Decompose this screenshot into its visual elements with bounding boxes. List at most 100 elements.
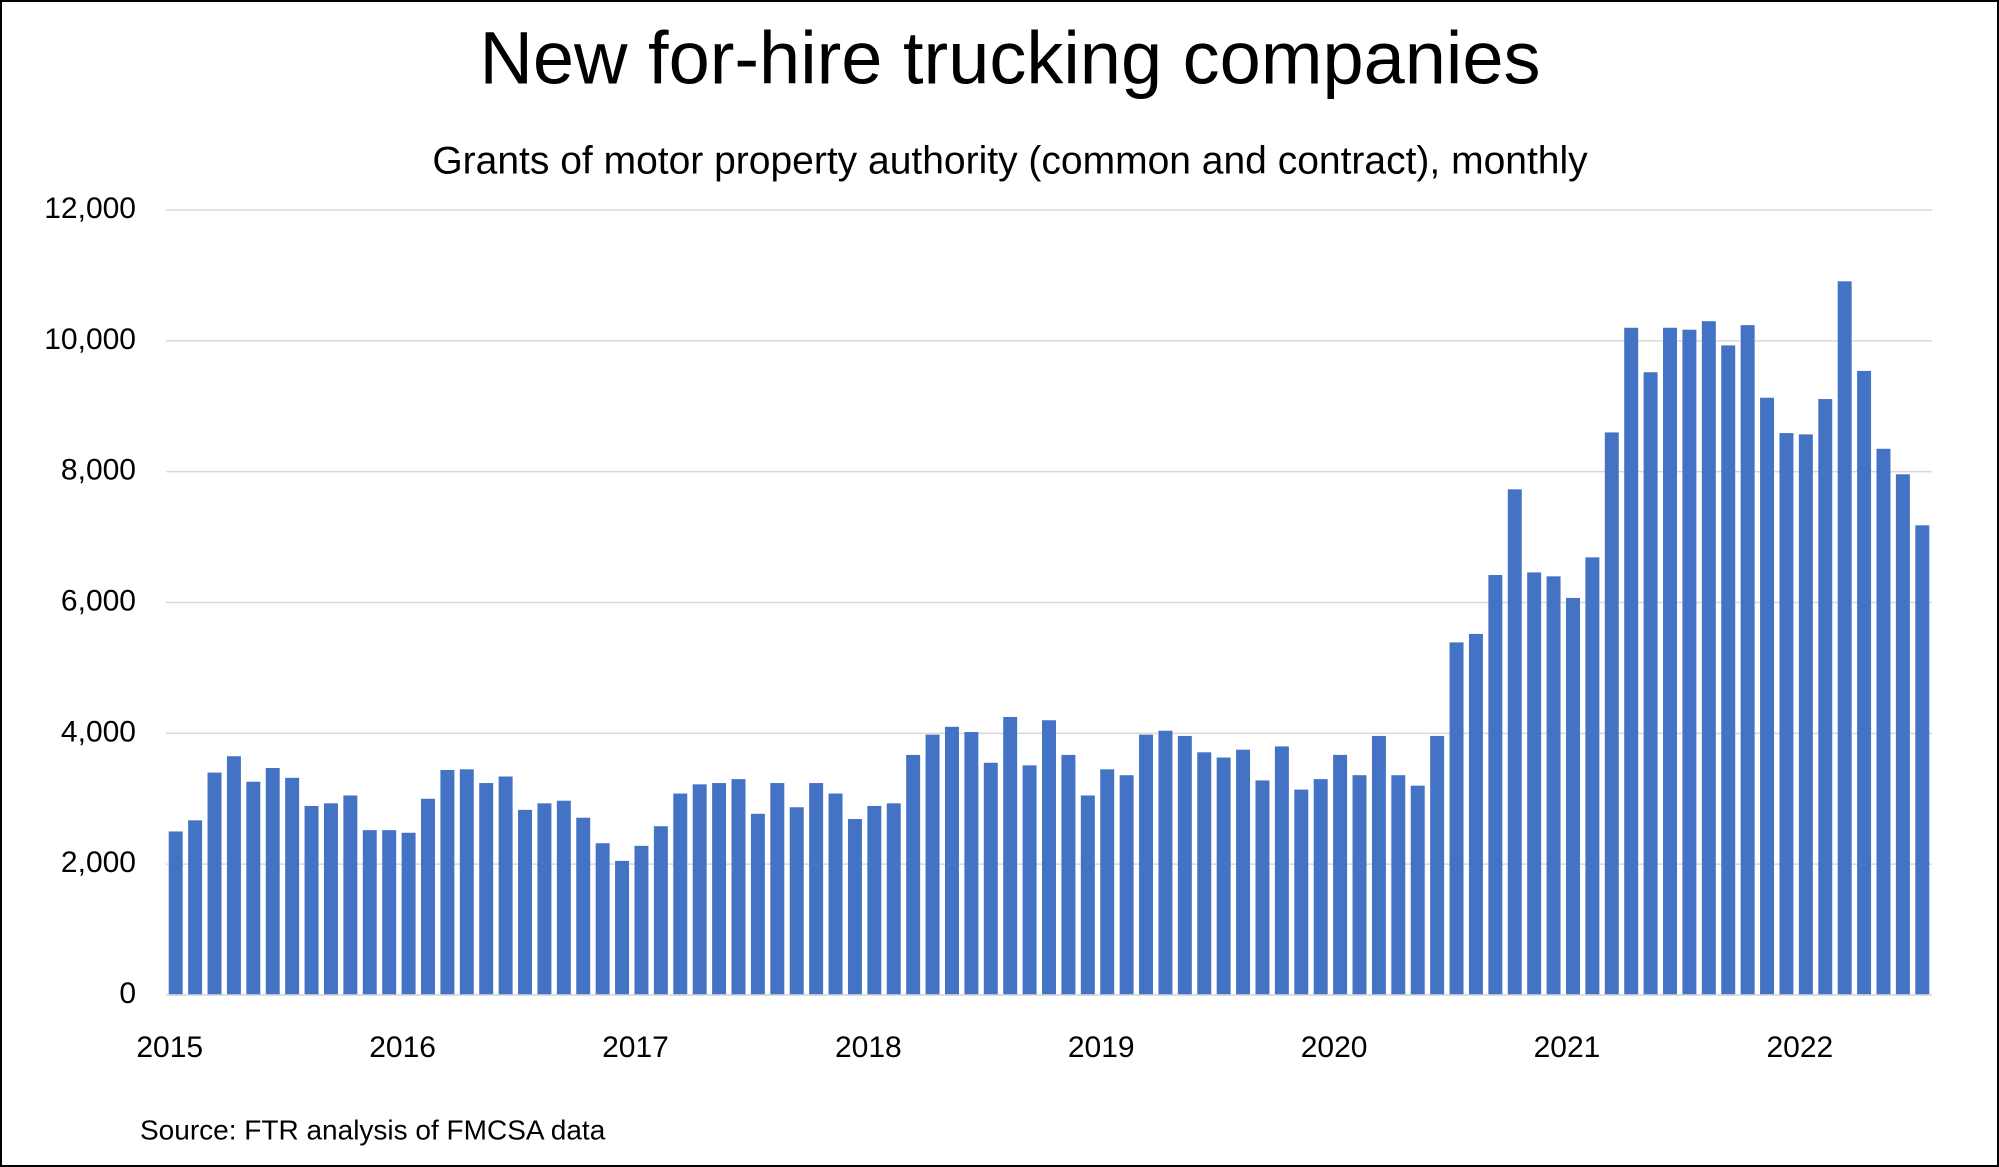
chart-subtitle: Grants of motor property authority (comm…: [432, 139, 1588, 182]
x-tick-label: 2022: [1766, 1031, 1833, 1064]
y-tick-label: 4,000: [61, 715, 136, 748]
bar: [518, 809, 533, 995]
x-tick-label: 2019: [1068, 1031, 1135, 1064]
bar: [1042, 720, 1056, 995]
bar: [1294, 789, 1309, 995]
bar: [615, 860, 630, 995]
bar: [1449, 642, 1464, 995]
bar: [906, 754, 921, 995]
bar: [382, 830, 397, 995]
bar: [1895, 474, 1910, 995]
bar: [983, 762, 998, 995]
x-tick-label: 2018: [835, 1031, 902, 1064]
bar: [750, 813, 765, 995]
bar: [867, 805, 882, 995]
bar: [576, 817, 591, 995]
bar: [964, 732, 979, 995]
bar: [1022, 765, 1037, 995]
x-tick-label: 2021: [1534, 1031, 1601, 1064]
bar: [886, 803, 901, 995]
y-tick-label: 8,000: [61, 454, 136, 487]
bar: [1352, 775, 1367, 995]
bar: [1663, 327, 1677, 995]
bar: [789, 807, 804, 995]
bar: [226, 756, 241, 995]
y-tick-label: 10,000: [44, 323, 136, 356]
bar: [285, 777, 300, 995]
bar: [265, 768, 280, 995]
bar: [692, 784, 707, 995]
bar: [343, 795, 358, 995]
x-tick-label: 2017: [602, 1031, 669, 1064]
bar: [634, 845, 649, 995]
bar: [207, 772, 222, 995]
bar: [246, 781, 261, 995]
y-tick-label: 12,000: [44, 192, 136, 225]
x-tick-label: 2016: [369, 1031, 436, 1064]
bar: [1721, 345, 1736, 996]
bar: [498, 776, 513, 995]
bar: [770, 783, 785, 995]
bar: [1546, 576, 1561, 995]
bar: [1100, 769, 1115, 995]
bar: [479, 783, 494, 995]
bar: [1197, 752, 1212, 995]
bar: [1798, 434, 1813, 996]
bar: [1255, 780, 1270, 995]
bar: [1430, 735, 1445, 995]
bar: [1410, 785, 1425, 995]
bar: [1682, 329, 1697, 995]
bar: [1740, 325, 1755, 996]
bar: [440, 769, 455, 995]
bar: [401, 832, 416, 995]
bar: [1371, 735, 1386, 995]
bar: [168, 831, 183, 995]
y-tick-label: 6,000: [61, 584, 136, 617]
bar: [537, 803, 552, 995]
bar: [1139, 734, 1154, 995]
bar: [1585, 557, 1600, 995]
bar: [1779, 433, 1794, 996]
bar: [1837, 281, 1852, 995]
bar: [944, 726, 959, 995]
y-tick-label: 2,000: [61, 846, 136, 879]
y-tick-label: 0: [119, 977, 136, 1010]
chart-title: New for-hire trucking companies: [479, 17, 1540, 100]
bar: [1333, 754, 1348, 995]
bar: [1701, 321, 1716, 995]
bar: [1527, 572, 1542, 995]
bar: [1391, 775, 1406, 995]
bar: [1119, 775, 1134, 995]
bar: [1313, 779, 1328, 995]
bar: [1468, 633, 1483, 995]
bar: [653, 826, 668, 995]
bar: [362, 830, 377, 995]
bar: [809, 783, 824, 995]
bar: [673, 793, 688, 995]
bar: [1643, 372, 1658, 995]
x-tick-label: 2020: [1301, 1031, 1368, 1064]
bar: [1818, 399, 1833, 995]
bar: [1857, 370, 1872, 995]
bar: [1565, 597, 1580, 995]
bar: [828, 793, 843, 995]
bar: [1604, 432, 1619, 996]
bar: [1158, 730, 1173, 995]
x-tick-label: 2015: [136, 1031, 203, 1064]
bar: [712, 783, 727, 995]
bar: [925, 734, 940, 995]
bar: [188, 820, 203, 995]
source-note: Source: FTR analysis of FMCSA data: [140, 1114, 606, 1145]
bar: [1507, 489, 1522, 995]
bar: [1876, 448, 1891, 995]
bar: [731, 779, 746, 995]
bar: [1080, 795, 1095, 995]
bar: [1624, 327, 1639, 995]
bar: [1236, 749, 1251, 995]
bar: [847, 819, 862, 995]
bar: [595, 843, 610, 995]
bar: [459, 769, 474, 995]
bar: [421, 798, 435, 995]
bar: [1003, 716, 1018, 995]
